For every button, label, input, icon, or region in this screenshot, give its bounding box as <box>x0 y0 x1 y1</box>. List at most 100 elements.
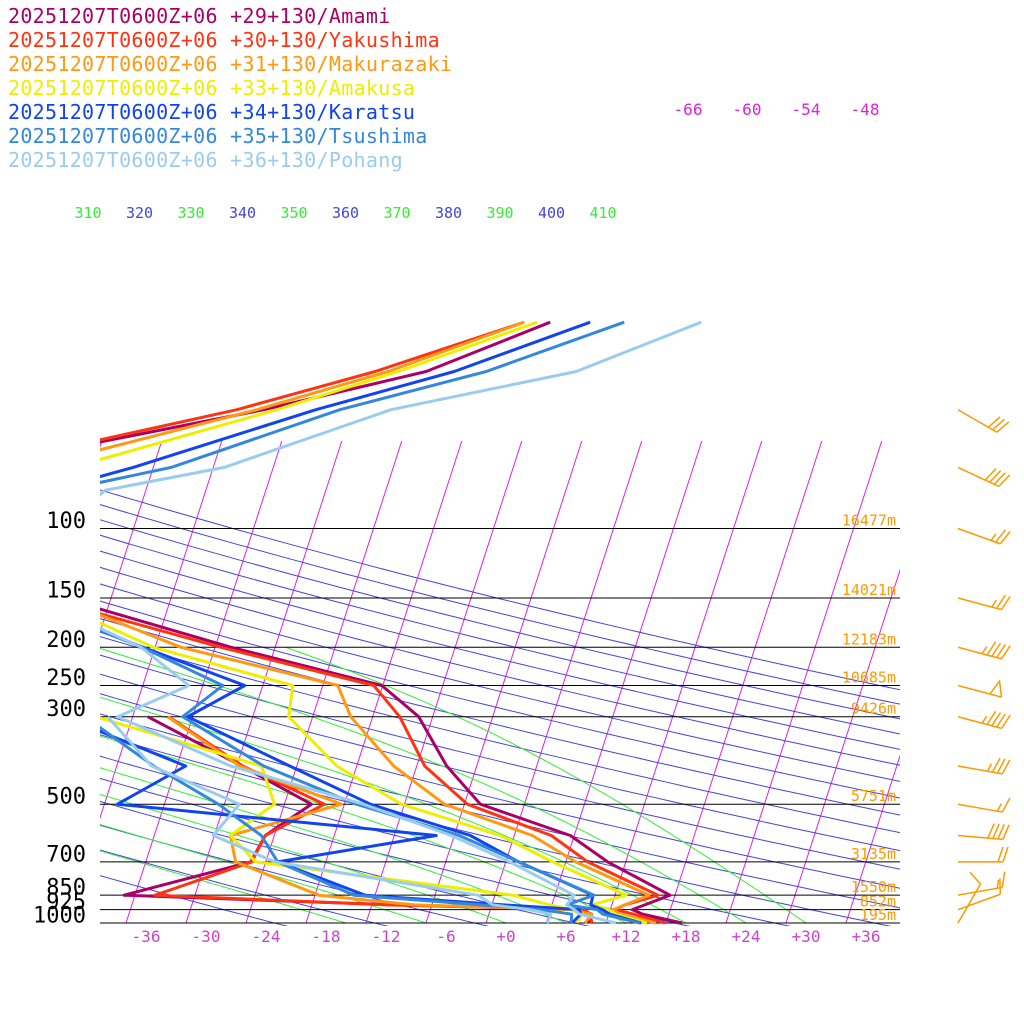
temperature-tick-label: -6 <box>436 927 455 946</box>
wind-barb-staff <box>957 715 1002 730</box>
wind-barb-feather <box>996 758 1006 774</box>
height-label: 10685m <box>842 668 896 686</box>
wind-barb-staff <box>957 886 1003 896</box>
wind-barb-feather <box>998 474 1011 487</box>
wind-barb-feather <box>1002 824 1010 840</box>
legend-entry: 20251207T0600Z+06 +34+130/Karatsu <box>8 100 416 124</box>
wind-barb <box>957 710 1011 730</box>
legend-entry: 20251207T0600Z+06 +29+130/Amami <box>8 4 391 28</box>
wind-barb-feather <box>996 713 1006 728</box>
theta-label: 310 <box>74 204 101 222</box>
theta-label: 330 <box>177 204 204 222</box>
wind-barb-half-feather <box>986 763 993 772</box>
wind-barb-half-feather <box>996 803 1002 812</box>
height-label: 5751m <box>851 787 896 805</box>
wind-barb-half-feather <box>981 646 988 655</box>
wind-barb-feather <box>992 418 1005 431</box>
legend-entry: 20251207T0600Z+06 +35+130/Tsushima <box>8 124 428 148</box>
theta-label: 350 <box>280 204 307 222</box>
temperature-tick-label: -30 <box>192 927 221 946</box>
dry-adiabat-line <box>100 489 900 691</box>
wind-barb-flag <box>989 679 1003 698</box>
theta-label: 400 <box>538 204 565 222</box>
dry-adiabat-line <box>100 618 900 816</box>
wind-barb-half-feather <box>981 715 988 724</box>
wind-barb-feather <box>999 531 1011 545</box>
wind-barb-feather <box>993 472 1006 485</box>
isotherm-line <box>725 440 883 924</box>
wind-barb-staff <box>957 765 1003 775</box>
upper-isotherm-label: -66 <box>674 100 703 119</box>
wind-barb-feather <box>997 846 1004 863</box>
dry-adiabat-line <box>100 755 791 926</box>
wind-barb-feather <box>996 421 1010 433</box>
wind-barb-feather <box>987 823 995 839</box>
wind-barb-staff <box>957 409 998 433</box>
wind-barb-feather <box>1001 797 1011 813</box>
wind-barb-feather <box>969 871 982 885</box>
pressure-label: 700 <box>46 842 86 867</box>
dewpoint-profile-4 <box>100 729 583 925</box>
height-label: 195m <box>860 906 896 924</box>
wind-barb-feather <box>987 416 1001 428</box>
wind-barb <box>958 846 1009 863</box>
wind-barb-staff <box>957 893 1001 911</box>
wind-barb-staff <box>957 597 1002 611</box>
dewpoint-profile-6 <box>106 715 553 924</box>
wind-barb-feather <box>992 823 1000 839</box>
pressure-label: 100 <box>46 509 86 534</box>
wind-barb-feather <box>1001 871 1006 888</box>
temperature-tick-label: +0 <box>496 927 515 946</box>
temperature-profile-6 <box>100 320 702 925</box>
dry-adiabat-line <box>100 734 892 926</box>
wind-barb-feather <box>1000 645 1011 660</box>
wind-barb <box>957 797 1011 813</box>
theta-label: 320 <box>126 204 153 222</box>
wind-barb <box>957 679 1003 698</box>
wind-barb-staff <box>957 883 982 924</box>
isotherm-line <box>305 440 463 924</box>
moist-adiabat-line <box>100 793 507 924</box>
temperature-tick-label: -18 <box>312 927 341 946</box>
isotherm-line <box>125 440 283 924</box>
wind-barb-feather <box>991 757 1001 773</box>
wind-barb-feather <box>986 641 997 656</box>
wind-barb-feather <box>997 824 1005 840</box>
isotherm-line <box>485 440 643 924</box>
isotherm-line <box>665 440 823 924</box>
wind-barb-feather <box>989 470 1002 483</box>
pressure-label: 200 <box>46 628 86 653</box>
legend-entry: 20251207T0600Z+06 +30+130/Yakushima <box>8 28 440 52</box>
wind-barb <box>957 409 1010 433</box>
pressure-label: 850 <box>46 876 86 901</box>
chart-legend: 20251207T0600Z+06 +29+130/Amami 20251207T… <box>8 4 452 172</box>
temperature-profile-0 <box>100 320 683 925</box>
dry-adiabat-line <box>100 566 900 766</box>
wind-barb-feather <box>1001 759 1011 775</box>
pressure-label: 250 <box>46 666 86 691</box>
legend-entry: 20251207T0600Z+06 +36+130/Pohang <box>8 148 403 172</box>
height-label: 16477m <box>842 512 896 530</box>
dry-adiabat-line <box>100 673 900 870</box>
theta-label: 390 <box>486 204 513 222</box>
pressure-label: 300 <box>46 697 86 722</box>
dry-adiabat-line <box>100 583 900 782</box>
upper-isotherm-label: -48 <box>851 100 880 119</box>
dry-adiabat-line <box>100 693 900 889</box>
wind-barb-feather <box>1000 596 1011 611</box>
wind-barb-feather <box>991 642 1002 657</box>
wind-barb <box>957 878 1002 911</box>
isotherm-line <box>966 441 1024 923</box>
wind-barb-staff <box>957 684 1002 698</box>
dry-adiabat-line <box>100 534 900 735</box>
wind-barb <box>957 757 1011 775</box>
height-label: 12183m <box>842 630 896 648</box>
wind-barb-feather <box>984 468 997 481</box>
moist-adiabat-line <box>100 767 567 924</box>
wind-barb <box>957 594 1011 611</box>
dry-adiabat-line <box>100 636 900 834</box>
pressure-label: 925 <box>46 890 86 915</box>
wind-barb-staff <box>957 466 1000 488</box>
wind-barb-half-feather <box>990 533 997 541</box>
